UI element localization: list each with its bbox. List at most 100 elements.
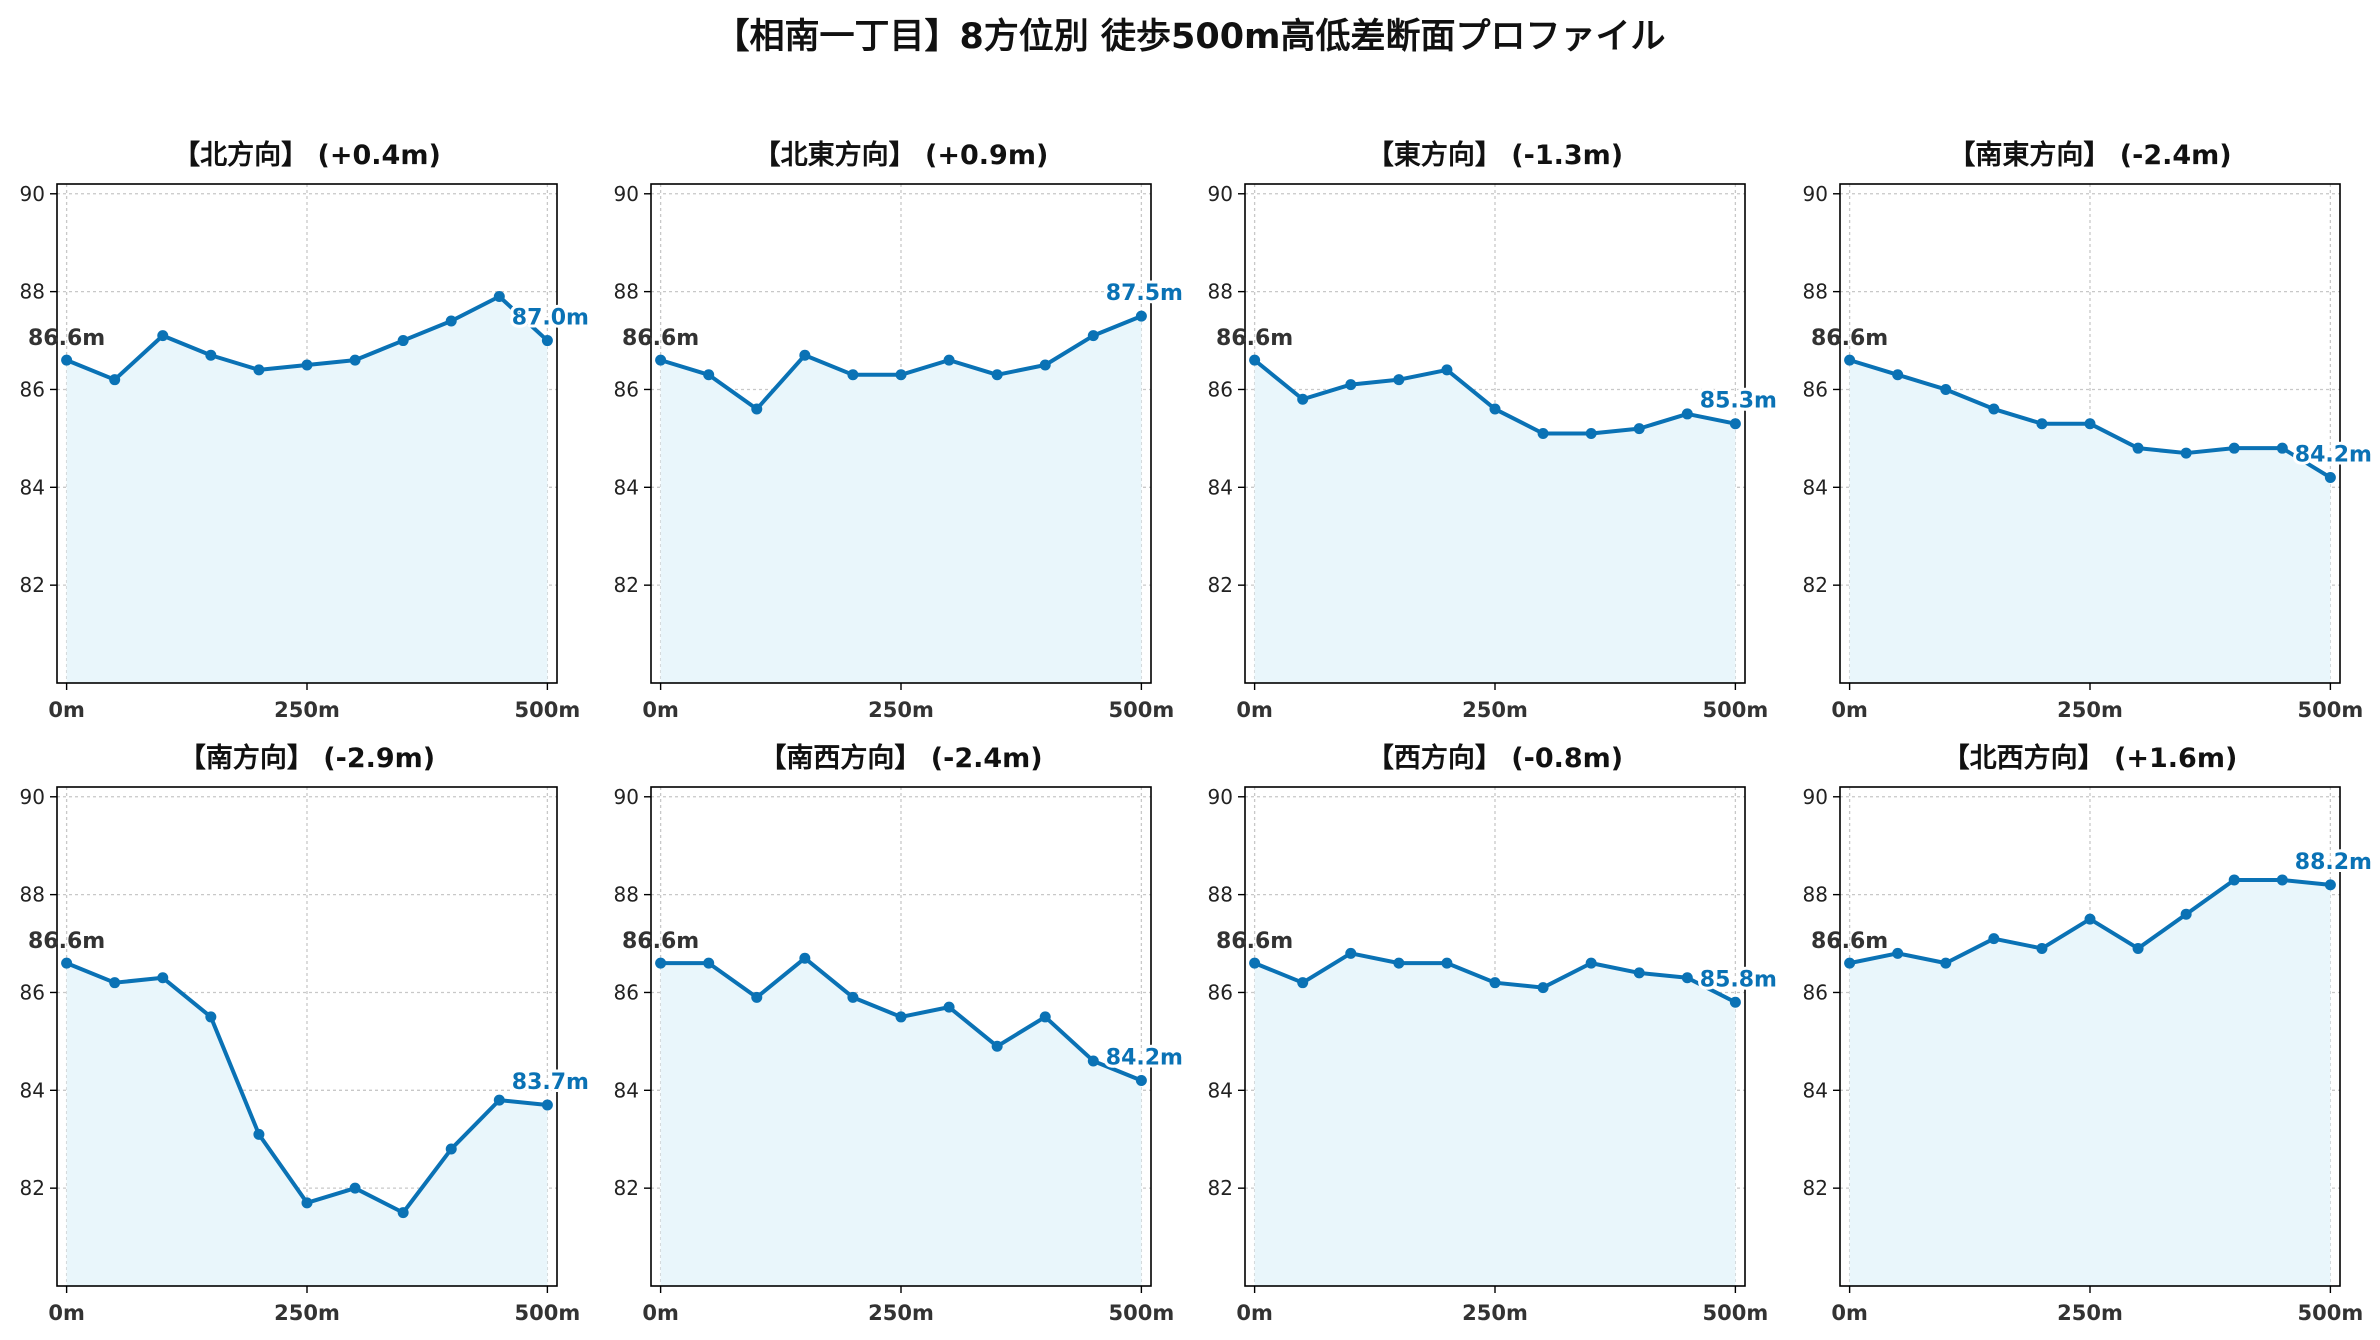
data-point: [1988, 403, 2000, 415]
panel-3: 【東方向】 (-1.3m) 82 84 86 88 90 0m 250m 500m 86.6m 85…: [1208, 139, 1780, 722]
data-point: [1393, 957, 1405, 969]
end-elevation-label: 85.3m: [1700, 389, 1777, 414]
data-point: [2132, 442, 2144, 454]
x-tick-label: 0m: [642, 698, 679, 722]
data-point: [1345, 947, 1357, 959]
y-tick-label: 90: [1803, 785, 1828, 809]
data-point: [1489, 977, 1501, 989]
data-point: [943, 354, 955, 366]
data-point: [1087, 330, 1099, 342]
data-point: [1681, 408, 1693, 420]
data-point: [1892, 369, 1904, 381]
data-point: [2132, 942, 2144, 954]
y-tick-label: 86: [20, 980, 45, 1004]
data-point: [61, 957, 73, 969]
y-tick-label: 88: [1208, 883, 1233, 907]
figure-title: 【相南一丁目】8方位別 徒歩500m高低差断面プロファイル: [714, 17, 1666, 57]
y-tick-label: 84: [1208, 1078, 1233, 1102]
area-fill: [1254, 953, 1736, 1286]
data-point: [253, 364, 265, 376]
end-elevation-label: 87.0m: [512, 306, 589, 331]
y-tick-label: 82: [614, 573, 639, 597]
data-point: [1039, 359, 1051, 371]
data-point: [1729, 418, 1741, 430]
data-point: [2180, 908, 2192, 920]
data-point: [847, 991, 859, 1003]
start-elevation-label: 86.6m: [28, 326, 105, 351]
area-fill: [66, 296, 548, 683]
data-point: [2228, 442, 2240, 454]
y-tick-label: 84: [1208, 475, 1233, 499]
data-point: [1441, 364, 1453, 376]
y-tick-label: 88: [20, 883, 45, 907]
data-point: [2228, 874, 2240, 886]
x-tick-label: 0m: [1236, 1301, 1273, 1325]
x-tick-label: 250m: [274, 698, 340, 722]
data-point: [1633, 423, 1645, 435]
start-elevation-label: 86.6m: [622, 929, 699, 954]
data-point: [1940, 957, 1952, 969]
panel-title: 【西方向】 (-0.8m): [1367, 742, 1623, 774]
data-point: [301, 1197, 313, 1209]
y-tick-label: 84: [1803, 1078, 1828, 1102]
data-point: [349, 354, 361, 366]
y-tick-label: 88: [1803, 280, 1828, 304]
data-point: [655, 957, 667, 969]
data-point: [1489, 403, 1501, 415]
panel-6: 【南西方向】 (-2.4m) 82 84 86 88 90 0m 250m 500m 86.6m 8…: [614, 742, 1186, 1325]
end-elevation-label: 83.7m: [512, 1070, 589, 1095]
data-point: [655, 354, 667, 366]
area-fill: [660, 958, 1142, 1286]
data-point: [895, 369, 907, 381]
y-tick-label: 90: [1208, 785, 1233, 809]
start-elevation-label: 86.6m: [28, 929, 105, 954]
y-tick-label: 86: [1803, 980, 1828, 1004]
area-fill: [1849, 360, 2331, 683]
data-point: [751, 991, 763, 1003]
panel-1: 【北方向】 (+0.4m) 82 84 86 88 90 0m 250m 500m 86.6m 87…: [20, 139, 592, 722]
y-tick-label: 88: [1208, 280, 1233, 304]
data-point: [109, 977, 121, 989]
y-tick-label: 90: [20, 785, 45, 809]
x-tick-label: 250m: [868, 698, 934, 722]
data-point: [349, 1182, 361, 1194]
data-point: [2036, 942, 2048, 954]
y-tick-label: 86: [1803, 377, 1828, 401]
y-tick-label: 90: [614, 785, 639, 809]
x-tick-label: 500m: [515, 1301, 581, 1325]
data-point: [1940, 383, 1952, 395]
y-tick-label: 90: [1803, 182, 1828, 206]
y-tick-label: 88: [614, 280, 639, 304]
data-point: [2084, 418, 2096, 430]
area-fill: [660, 316, 1142, 683]
data-point: [301, 359, 313, 371]
data-point: [703, 369, 715, 381]
y-tick-label: 90: [614, 182, 639, 206]
area-fill: [1849, 879, 2331, 1286]
data-point: [541, 1099, 553, 1111]
panel-5: 【南方向】 (-2.9m) 82 84 86 88 90 0m 250m 500m 86.6m 83…: [20, 742, 592, 1325]
panel-title: 【北東方向】 (+0.9m): [754, 139, 1049, 171]
y-tick-label: 84: [1803, 475, 1828, 499]
x-tick-label: 0m: [1831, 1301, 1868, 1325]
data-point: [1585, 428, 1597, 439]
data-point: [991, 1040, 1003, 1052]
end-elevation-label: 84.2m: [1106, 1046, 1183, 1071]
x-tick-label: 500m: [1109, 1301, 1175, 1325]
y-tick-label: 82: [614, 1176, 639, 1200]
data-point: [1393, 374, 1405, 386]
data-point: [109, 374, 121, 386]
x-tick-label: 0m: [1831, 698, 1868, 722]
panel-title: 【南西方向】 (-2.4m): [759, 742, 1042, 774]
data-point: [541, 335, 553, 347]
y-tick-label: 84: [20, 1078, 45, 1102]
data-point: [751, 403, 763, 415]
data-point: [799, 349, 811, 361]
data-point: [1087, 1055, 1099, 1067]
data-point: [1249, 957, 1261, 969]
data-point: [2180, 447, 2192, 459]
data-point: [1135, 1075, 1147, 1087]
y-tick-label: 86: [614, 377, 639, 401]
x-tick-label: 0m: [48, 1301, 85, 1325]
data-point: [493, 1094, 505, 1106]
